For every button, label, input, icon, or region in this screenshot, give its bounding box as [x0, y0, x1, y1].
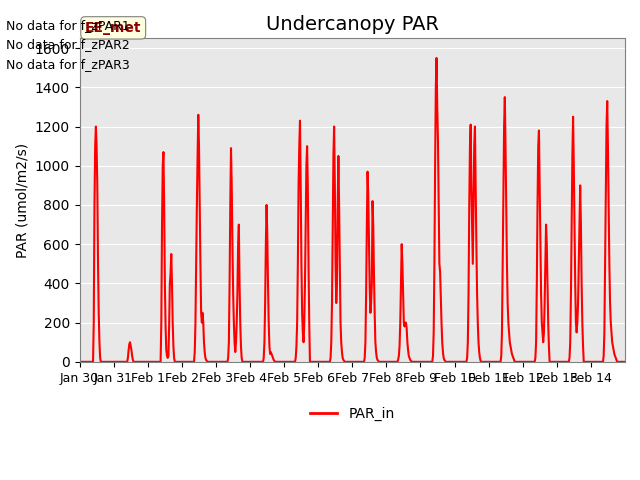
Text: No data for f_zPAR2: No data for f_zPAR2: [6, 38, 130, 51]
Y-axis label: PAR (umol/m2/s): PAR (umol/m2/s): [15, 143, 29, 258]
Text: No data for f_zPAR3: No data for f_zPAR3: [6, 58, 130, 71]
Legend: PAR_in: PAR_in: [304, 401, 401, 426]
Text: No data for f_zPAR1: No data for f_zPAR1: [6, 19, 130, 32]
Text: EE_met: EE_met: [85, 21, 141, 35]
Title: Undercanopy PAR: Undercanopy PAR: [266, 15, 439, 34]
